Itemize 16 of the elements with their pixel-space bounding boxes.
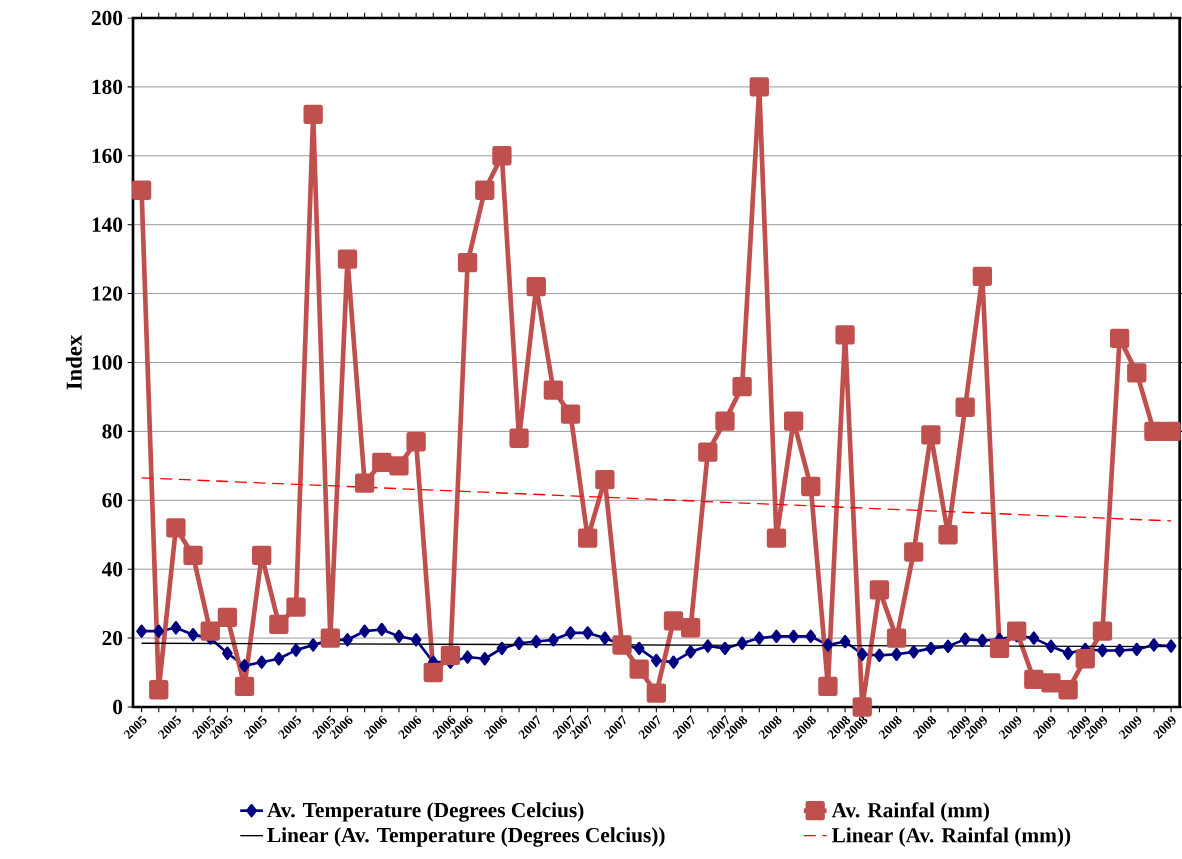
y-tick-label: 80 [102,424,123,439]
legend-label: Linear (Av. Rainfal (mm)) [831,827,1071,847]
y-tick-label: 160 [92,148,123,163]
y-tick-label: 180 [92,79,123,95]
legend-label: Linear (Av. Temperature (Degrees Celcius)) [267,827,665,847]
y-tick-label: 120 [92,286,123,301]
y-tick-label: 0 [113,699,123,715]
legend-label: Av. Temperature (Degrees Celcius) [267,802,584,822]
legend-label: Av. Rainfal (mm) [831,802,990,822]
y-tick-label: 200 [91,10,123,26]
y-tick-label: 60 [102,493,123,508]
y-axis-title: Index [65,334,82,390]
y-tick-label: 20 [102,630,123,646]
y-tick-label: 140 [92,217,123,232]
y-tick-label: 100 [92,355,123,370]
y-tick-label: 40 [101,562,123,577]
